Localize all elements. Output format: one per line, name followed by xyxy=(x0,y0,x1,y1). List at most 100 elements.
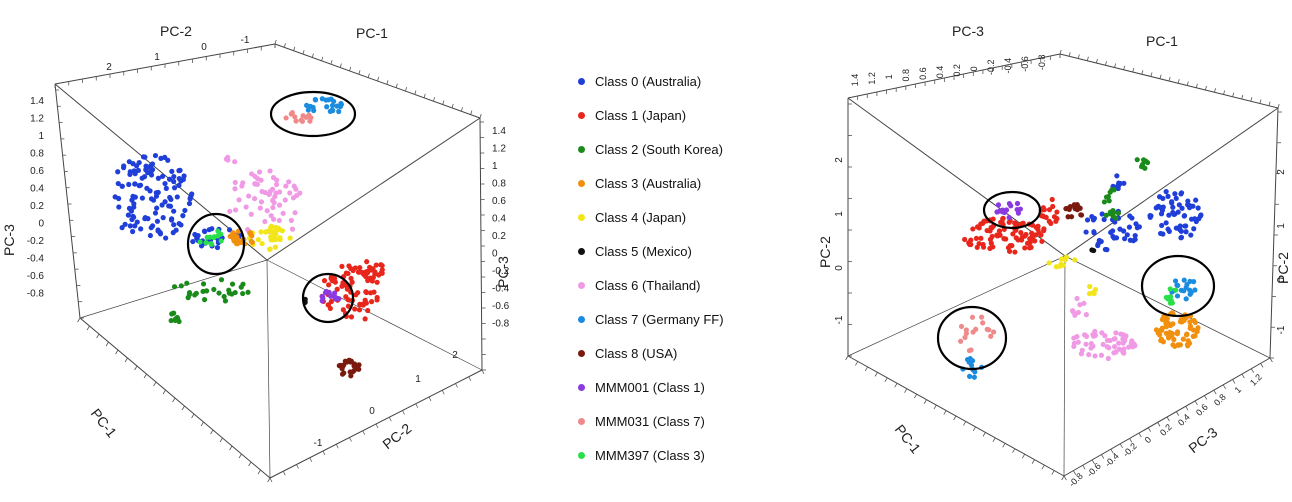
axis-tick xyxy=(1105,61,1107,66)
axis-label-pc2-left: PC-2 xyxy=(817,236,833,268)
tick-label: 1.4 xyxy=(30,96,44,107)
data-point-class0 xyxy=(169,216,175,222)
data-point-class0 xyxy=(162,154,168,160)
data-point-class2 xyxy=(240,290,246,297)
data-point-class0 xyxy=(129,228,136,235)
data-point-class4 xyxy=(264,228,270,234)
data-point-class3 xyxy=(1177,319,1184,325)
data-point-class1 xyxy=(321,278,328,284)
tick-label: -0.2 xyxy=(27,236,45,247)
tick-label: 2 xyxy=(452,350,458,361)
data-point-class1 xyxy=(970,226,976,232)
data-point-mmm031 xyxy=(988,333,994,339)
axis-tick xyxy=(96,333,100,339)
data-point-class1 xyxy=(355,269,362,275)
axis-tick xyxy=(1012,448,1016,453)
tick-label: 0 xyxy=(38,219,44,230)
data-point-mmm001 xyxy=(319,293,325,300)
data-point-mmm397 xyxy=(208,241,214,247)
data-point-class0 xyxy=(206,227,212,233)
data-point-class6 xyxy=(264,208,270,214)
axis-tick xyxy=(86,325,90,331)
legend-item: Class 7 (Germany FF) xyxy=(578,302,778,336)
tick-label: 2 xyxy=(1276,169,1287,175)
data-point-class6 xyxy=(232,159,238,165)
data-point-class0 xyxy=(1181,213,1188,219)
legend-label: MMM397 (Class 3) xyxy=(595,447,705,463)
tick-label: -0.6 xyxy=(1085,461,1103,479)
data-point-mmm397 xyxy=(1167,300,1174,306)
data-point-class0 xyxy=(1183,229,1189,235)
data-point-class6 xyxy=(270,174,277,181)
data-point-class6 xyxy=(239,183,245,189)
data-point-class0 xyxy=(168,196,174,203)
legend-label: Class 5 (Mexico) xyxy=(595,243,692,259)
data-point-class7 xyxy=(1178,287,1184,293)
data-point-class4 xyxy=(1058,256,1065,262)
data-point-class6 xyxy=(1083,312,1089,318)
tick-label: -0.6 xyxy=(1020,56,1030,72)
data-point-mmm001 xyxy=(1006,214,1012,221)
data-point-class4 xyxy=(287,235,293,241)
axis-tick xyxy=(1101,454,1105,459)
tick-label: 0.6 xyxy=(918,67,928,80)
data-point-class0 xyxy=(119,183,125,189)
data-point-class0 xyxy=(1083,229,1089,235)
data-point-class2 xyxy=(1111,187,1117,193)
axis-tick xyxy=(1063,475,1067,481)
axis-tick xyxy=(302,49,305,55)
data-point-class6 xyxy=(288,217,295,223)
data-point-class3 xyxy=(1157,332,1163,338)
axis-tick xyxy=(479,113,482,119)
data-point-class6 xyxy=(227,208,233,214)
data-point-class1 xyxy=(1053,218,1059,224)
data-point-class3 xyxy=(1169,330,1175,337)
data-point-class6 xyxy=(225,157,231,163)
data-point-class1 xyxy=(334,286,340,292)
data-point-class1 xyxy=(1006,219,1012,225)
tick-label: -1 xyxy=(834,315,845,324)
axis-tick xyxy=(1269,357,1273,363)
data-point-class0 xyxy=(163,185,169,191)
data-point-class0 xyxy=(1191,226,1197,232)
data-point-class0 xyxy=(1159,222,1165,229)
data-point-class6 xyxy=(1116,346,1122,352)
data-point-mmm031 xyxy=(962,334,968,341)
data-point-class4 xyxy=(277,236,283,243)
data-point-class8 xyxy=(1078,212,1084,218)
data-point-mmm397 xyxy=(211,234,217,240)
data-point-class0 xyxy=(1179,205,1185,211)
data-point-class8 xyxy=(1066,206,1072,213)
data-point-class6 xyxy=(254,176,261,182)
axis-tick xyxy=(172,397,176,403)
data-point-class4 xyxy=(268,237,274,243)
tick-label: 1 xyxy=(415,374,421,385)
data-point-class4 xyxy=(277,227,283,233)
data-point-class3 xyxy=(1181,315,1187,321)
axis-label-pc1-top: PC-1 xyxy=(356,25,388,41)
axis-tick xyxy=(442,100,445,105)
legend-marker xyxy=(578,179,585,187)
data-point-class8 xyxy=(339,366,345,372)
data-point-mmm001 xyxy=(995,202,1002,208)
data-point-class0 xyxy=(1091,229,1097,235)
axis-tick xyxy=(143,373,147,379)
data-point-class4 xyxy=(1053,264,1059,270)
data-point-class0 xyxy=(176,175,182,182)
data-point-class0 xyxy=(150,197,157,203)
data-point-mmm397 xyxy=(218,238,224,244)
data-point-class7 xyxy=(336,108,342,115)
data-point-mmm001 xyxy=(1014,206,1020,213)
legend-item: Class 1 (Japan) xyxy=(578,98,778,132)
data-point-mmm031 xyxy=(298,117,304,123)
data-point-class0 xyxy=(147,188,153,194)
axis-tick xyxy=(335,444,339,449)
data-point-class6 xyxy=(232,186,238,192)
data-point-class4 xyxy=(266,246,273,252)
tick-label: -1 xyxy=(314,438,323,449)
axis-tick xyxy=(1119,443,1123,449)
data-point-class6 xyxy=(257,205,263,211)
axis-tick xyxy=(1150,72,1153,77)
axis-tick xyxy=(451,103,454,109)
axis-tick xyxy=(1186,81,1189,86)
